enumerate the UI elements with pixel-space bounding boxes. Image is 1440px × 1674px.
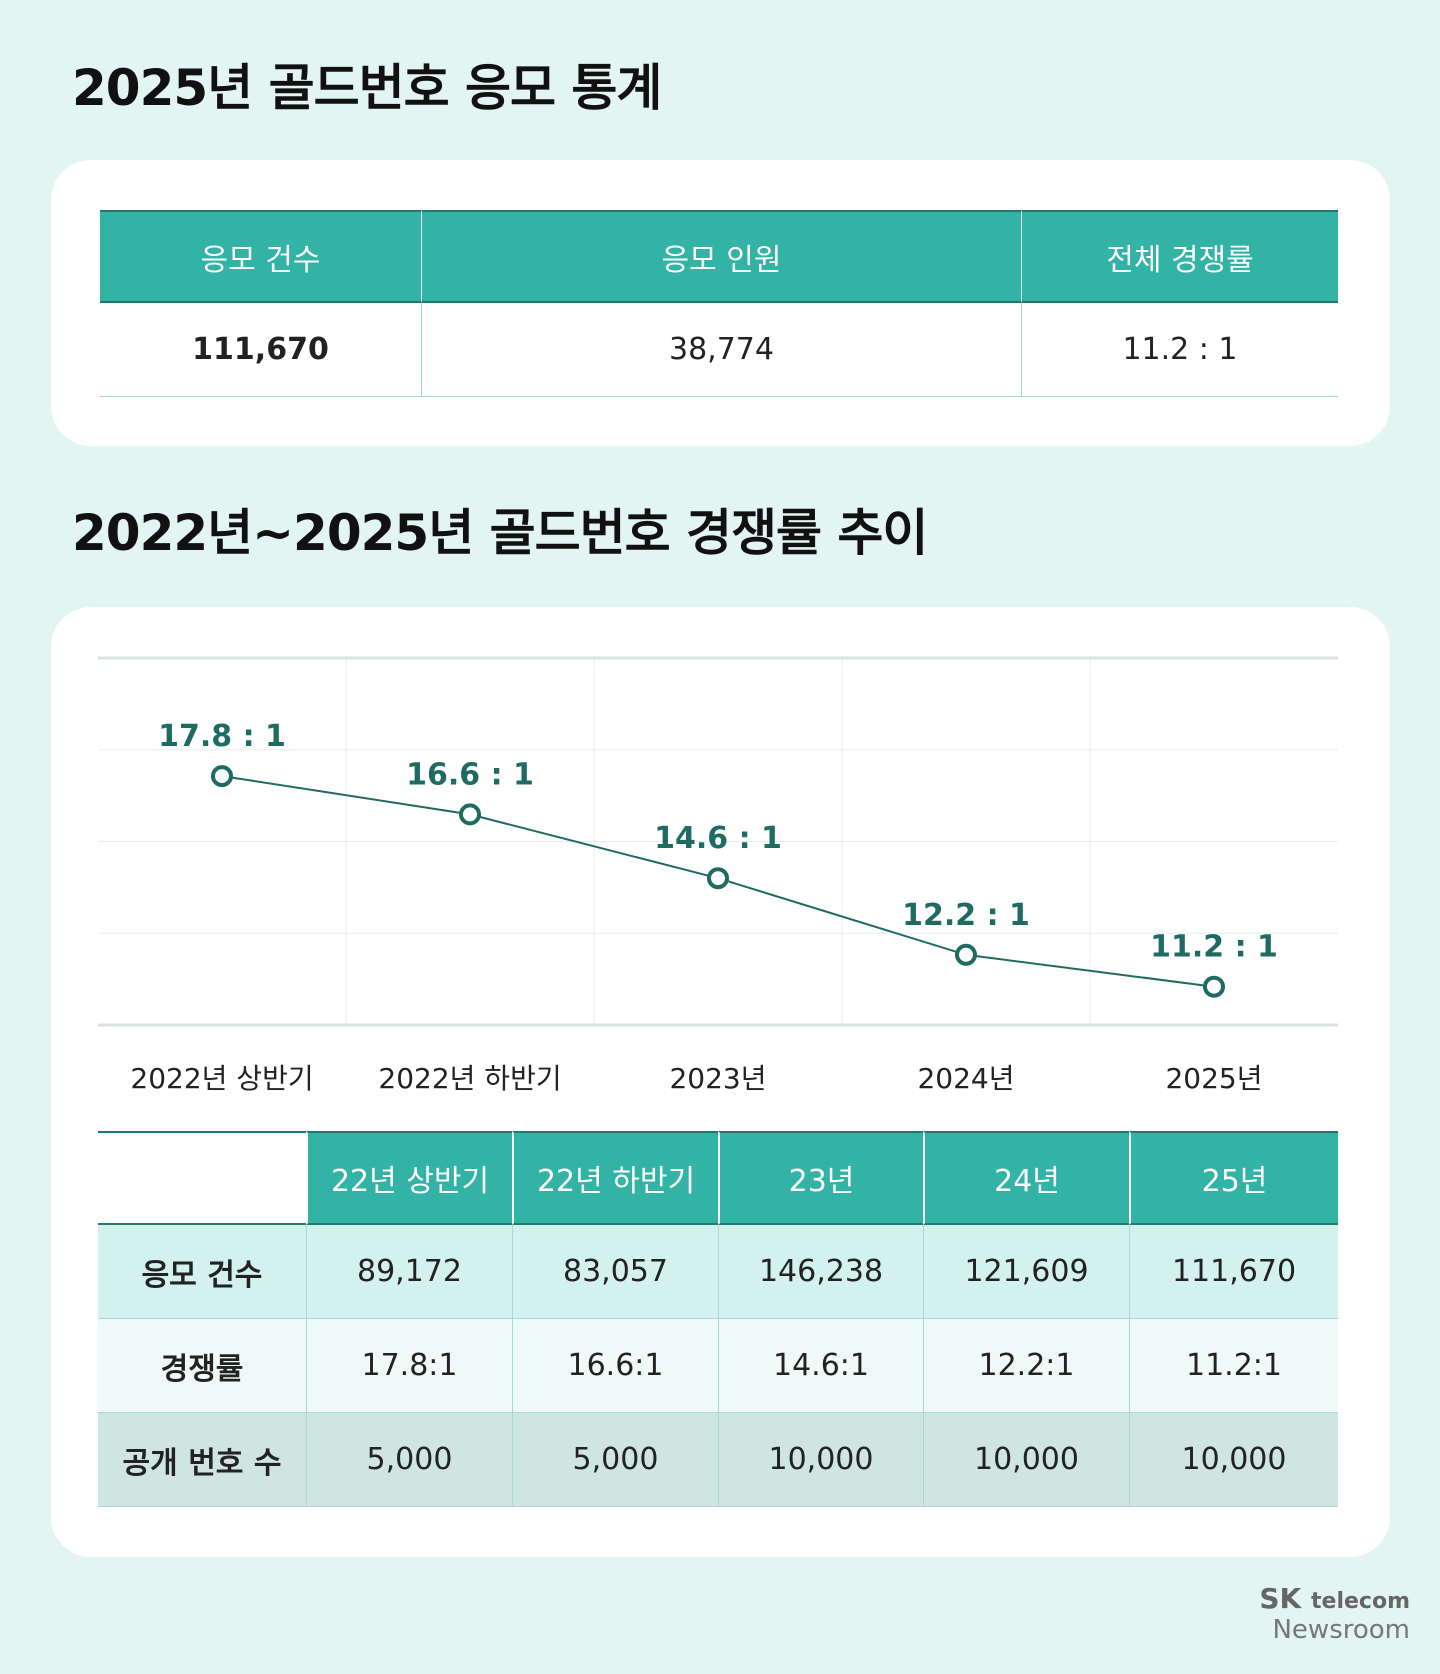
table-cell: 111,670	[1129, 1225, 1338, 1319]
x-tick-label: 2025년	[1165, 1062, 1262, 1095]
section-title: 2025년 골드번호 응모 통계	[72, 59, 662, 117]
table-cell: 5,000	[512, 1413, 718, 1507]
table-cell: 5,000	[306, 1413, 512, 1507]
footer: SK telecom Newsroom	[1259, 1582, 1410, 1645]
table-header: 23년	[718, 1131, 923, 1225]
brand-product: telecom	[1311, 1589, 1410, 1614]
value-label: 12.2 : 1	[902, 898, 1030, 933]
table-cell: 14.6:1	[718, 1319, 923, 1413]
table-cell: 146,238	[718, 1225, 923, 1319]
table-cell: 12.2:1	[923, 1319, 1129, 1413]
chart-title: 2022년~2025년 골드번호 경쟁률 추이	[72, 504, 928, 562]
table-cell: 17.8:1	[306, 1319, 512, 1413]
brand: SK	[1259, 1582, 1302, 1615]
row-label: 경쟁률	[98, 1319, 306, 1413]
table-header: 응모 건수	[100, 210, 421, 303]
value-label: 16.6 : 1	[406, 757, 534, 792]
table-cell: 16.6:1	[512, 1319, 718, 1413]
point	[707, 867, 729, 890]
value-label: 17.8 : 1	[158, 719, 286, 754]
point	[459, 803, 481, 826]
table-header: 25년	[1129, 1131, 1338, 1225]
table-header: 22년 상반기	[306, 1131, 512, 1225]
table-cell: 38,774	[421, 303, 1021, 397]
table-cell: 111,670	[100, 303, 421, 397]
table-cell: 11.2:1	[1129, 1319, 1338, 1413]
brand-channel: Newsroom	[1272, 1615, 1410, 1645]
table-cell: 121,609	[923, 1225, 1129, 1319]
table-cell: 10,000	[718, 1413, 923, 1507]
point	[955, 943, 977, 966]
row-label: 응모 건수	[98, 1225, 306, 1319]
table-header: 전체 경쟁률	[1021, 210, 1338, 303]
x-tick-label: 2023년	[669, 1062, 766, 1095]
table-header: 24년	[923, 1131, 1129, 1225]
x-tick-label: 2024년	[917, 1062, 1014, 1095]
value-label: 14.6 : 1	[654, 821, 782, 856]
x-tick-label: 2022년 하반기	[378, 1062, 561, 1095]
table-cell: 10,000	[1129, 1413, 1338, 1507]
table-cell: 10,000	[923, 1413, 1129, 1507]
table-header: 응모 인원	[421, 210, 1021, 303]
x-tick-label: 2022년 상반기	[130, 1062, 313, 1095]
value-label: 11.2 : 1	[1150, 930, 1278, 965]
header-rule	[98, 1131, 306, 1225]
point	[211, 765, 233, 788]
row-label: 공개 번호 수	[98, 1413, 306, 1507]
summary-card	[51, 160, 1390, 446]
table-cell: 83,057	[512, 1225, 718, 1319]
table-header: 22년 하반기	[512, 1131, 718, 1225]
chart: 2022년 상반기 2022년 하반기 2023년 2024년 2025년 17.8 : …	[98, 656, 1338, 1095]
table-cell: 11.2 : 1	[1021, 303, 1338, 397]
table-cell: 89,172	[306, 1225, 512, 1319]
point	[1203, 975, 1225, 998]
